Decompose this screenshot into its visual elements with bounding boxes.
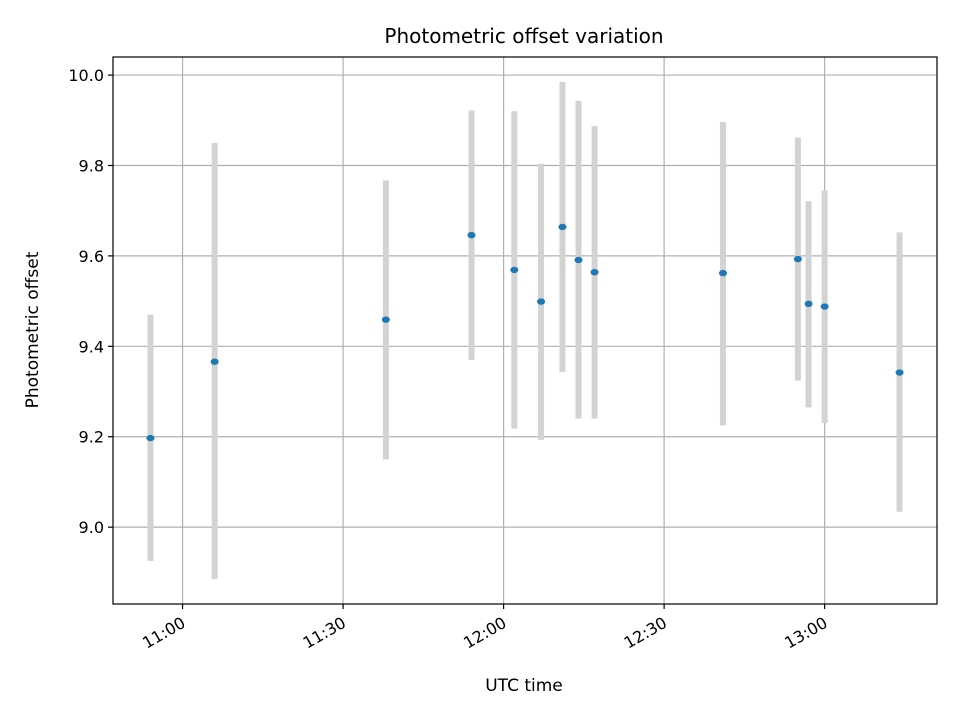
chart-title: Photometric offset variation	[384, 24, 663, 48]
plot-frame	[112, 56, 938, 605]
y-tick-label: 9.0	[79, 518, 104, 537]
data-point	[467, 231, 476, 239]
data-point	[537, 298, 546, 305]
y-axis-label: Photometric offset	[23, 251, 43, 408]
y-tick-label: 9.8	[79, 156, 104, 175]
data-points	[146, 223, 904, 442]
data-point	[590, 268, 599, 276]
y-tick-label: 9.2	[79, 428, 104, 447]
data-point	[381, 316, 390, 323]
data-point	[574, 256, 583, 264]
data-point	[820, 303, 829, 310]
data-point	[210, 358, 219, 365]
data-point	[718, 269, 727, 277]
y-tick-label: 10.0	[68, 66, 104, 85]
data-point	[146, 434, 155, 442]
data-point	[510, 266, 519, 274]
x-axis-label: UTC time	[485, 676, 563, 696]
y-tick-label: 9.6	[79, 247, 104, 266]
data-point	[558, 223, 567, 231]
data-point	[793, 255, 802, 263]
data-point	[895, 369, 904, 376]
y-tick-label: 9.4	[79, 337, 104, 356]
y-axis-ticks: 9.0 9.2 9.4 9.6 9.8 10.0	[68, 66, 113, 537]
data-point	[804, 300, 813, 308]
